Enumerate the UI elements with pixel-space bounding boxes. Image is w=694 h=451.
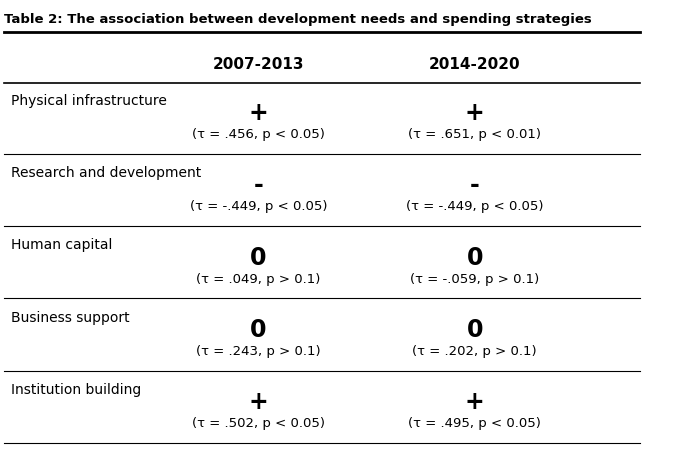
Text: Research and development: Research and development — [10, 166, 201, 179]
Text: +: + — [465, 101, 484, 124]
Text: Institution building: Institution building — [10, 382, 141, 396]
Text: 0: 0 — [251, 245, 266, 269]
Text: (τ = -.449, p < 0.05): (τ = -.449, p < 0.05) — [406, 200, 543, 213]
Text: (τ = .502, p < 0.05): (τ = .502, p < 0.05) — [192, 416, 325, 429]
Text: Table 2: The association between development needs and spending strategies: Table 2: The association between develop… — [4, 13, 592, 26]
Text: 0: 0 — [251, 317, 266, 341]
Text: 2014-2020: 2014-2020 — [429, 57, 520, 72]
Text: (τ = -.449, p < 0.05): (τ = -.449, p < 0.05) — [189, 200, 328, 213]
Text: (τ = .243, p > 0.1): (τ = .243, p > 0.1) — [196, 345, 321, 357]
Text: Physical infrastructure: Physical infrastructure — [10, 93, 167, 107]
Text: +: + — [248, 101, 269, 124]
Text: (τ = .049, p > 0.1): (τ = .049, p > 0.1) — [196, 272, 321, 285]
Text: Business support: Business support — [10, 310, 129, 324]
Text: 0: 0 — [466, 245, 483, 269]
Text: +: + — [248, 389, 269, 413]
Text: -: - — [470, 173, 480, 197]
Text: (τ = .651, p < 0.01): (τ = .651, p < 0.01) — [408, 128, 541, 141]
Text: (τ = .495, p < 0.05): (τ = .495, p < 0.05) — [408, 416, 541, 429]
Text: 2007-2013: 2007-2013 — [213, 57, 304, 72]
Text: Human capital: Human capital — [10, 238, 112, 252]
Text: +: + — [465, 389, 484, 413]
Text: -: - — [253, 173, 263, 197]
Text: 0: 0 — [466, 317, 483, 341]
Text: (τ = .456, p < 0.05): (τ = .456, p < 0.05) — [192, 128, 325, 141]
Text: (τ = -.059, p > 0.1): (τ = -.059, p > 0.1) — [410, 272, 539, 285]
Text: (τ = .202, p > 0.1): (τ = .202, p > 0.1) — [412, 345, 537, 357]
